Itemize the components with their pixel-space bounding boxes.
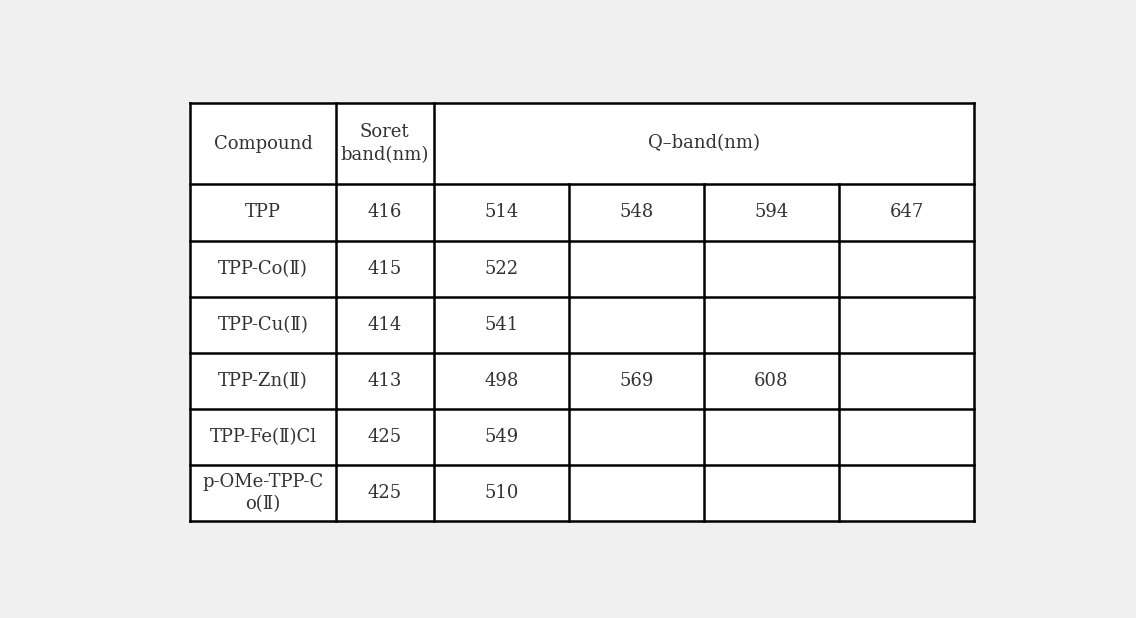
- Text: 541: 541: [484, 316, 518, 334]
- Text: 415: 415: [368, 260, 402, 277]
- Text: Q–band(nm): Q–band(nm): [648, 135, 760, 153]
- Text: 594: 594: [754, 203, 788, 221]
- Text: 569: 569: [619, 372, 653, 390]
- Text: 413: 413: [368, 372, 402, 390]
- Text: TPP: TPP: [245, 203, 281, 221]
- Text: TPP-Co(Ⅱ): TPP-Co(Ⅱ): [218, 260, 308, 277]
- Text: 425: 425: [368, 485, 402, 502]
- Text: 549: 549: [484, 428, 518, 446]
- Text: 414: 414: [368, 316, 402, 334]
- Bar: [191, 103, 974, 522]
- Text: 608: 608: [754, 372, 788, 390]
- Text: p-OMe-TPP-C
o(Ⅱ): p-OMe-TPP-C o(Ⅱ): [202, 473, 324, 514]
- Text: TPP-Cu(Ⅱ): TPP-Cu(Ⅱ): [218, 316, 309, 334]
- Text: 548: 548: [619, 203, 653, 221]
- Text: 425: 425: [368, 428, 402, 446]
- Text: 522: 522: [484, 260, 518, 277]
- Text: 647: 647: [889, 203, 924, 221]
- Text: 514: 514: [484, 203, 518, 221]
- Text: Soret
band(nm): Soret band(nm): [341, 123, 429, 164]
- Text: 416: 416: [368, 203, 402, 221]
- Text: TPP-Fe(Ⅱ)Cl: TPP-Fe(Ⅱ)Cl: [209, 428, 317, 446]
- Text: 498: 498: [484, 372, 518, 390]
- Text: Compound: Compound: [214, 135, 312, 153]
- Text: 510: 510: [484, 485, 518, 502]
- Text: TPP-Zn(Ⅱ): TPP-Zn(Ⅱ): [218, 372, 308, 390]
